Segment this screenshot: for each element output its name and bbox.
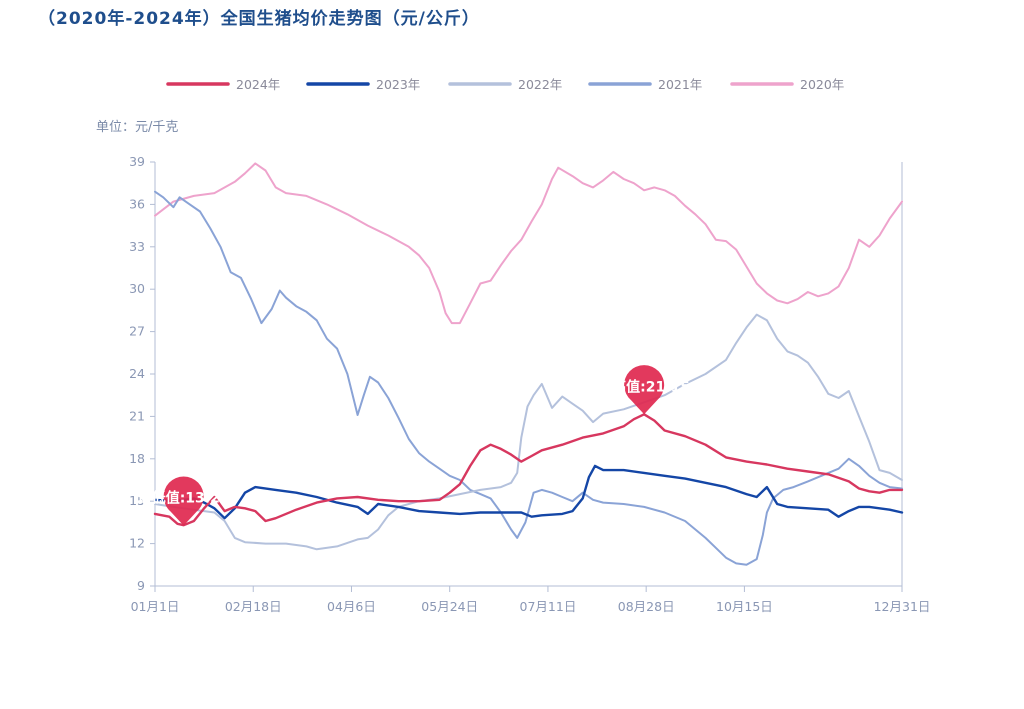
x-tick-label: 12月31日 (874, 599, 931, 614)
y-tick-label: 27 (129, 324, 145, 339)
x-tick-label: 04月6日 (327, 599, 376, 614)
annotation-label: 最高值:21.15 (598, 378, 690, 395)
legend-label: 2022年 (518, 77, 562, 92)
y-tick-label: 15 (129, 493, 145, 508)
legend-label: 2024年 (236, 77, 280, 92)
x-tick-label: 02月18日 (225, 599, 282, 614)
chart-title: （2020年-2024年）全国生猪均价走势图（元/公斤） (38, 9, 480, 29)
pin-shape (624, 365, 665, 415)
y-tick-label: 18 (129, 451, 145, 466)
series-line-2024年 (153, 413, 904, 527)
x-tick-label: 05月24日 (421, 599, 478, 614)
legend-label: 2020年 (800, 77, 844, 92)
x-tick-label: 07月11日 (520, 599, 577, 614)
y-tick-label: 24 (129, 366, 145, 381)
chart-series (153, 162, 904, 566)
y-tick-label: 12 (129, 536, 145, 551)
annotation-label: 最低值:13.27 (138, 490, 230, 507)
y-tick-label: 39 (129, 154, 145, 169)
y-tick-label: 9 (137, 578, 145, 593)
chart-legend: 2024年 2023年 2022年 2021年 2020年 (166, 77, 844, 92)
chart-annotations: 最低值:13.27 最高值:21.15 (138, 365, 690, 526)
y-tick-label: 33 (129, 239, 145, 254)
legend-label: 2021年 (658, 77, 702, 92)
legend-label: 2023年 (376, 77, 420, 92)
y-tick-label: 36 (129, 196, 145, 211)
x-tick-label: 01月1日 (131, 599, 180, 614)
annotation-marker: 最高值:21.15 (598, 365, 690, 415)
pin-shape (163, 476, 204, 526)
annotation-marker: 最低值:13.27 (138, 476, 230, 526)
y-tick-label: 21 (129, 408, 145, 423)
y-tick-label: 30 (129, 281, 145, 296)
x-tick-label: 08月28日 (618, 599, 675, 614)
x-tick-label: 10月15日 (716, 599, 773, 614)
chart-axes: 9 12 15 18 21 24 27 30 33 36 39 01月1日 02月18日 04月6日 05月… (129, 154, 930, 614)
series-line-2023年 (153, 464, 904, 520)
series-line-2022年 (154, 313, 903, 551)
series-line-2020年 (154, 162, 903, 325)
unit-label: 单位：元/千克 (96, 120, 179, 135)
series-line-2021年 (154, 190, 903, 566)
